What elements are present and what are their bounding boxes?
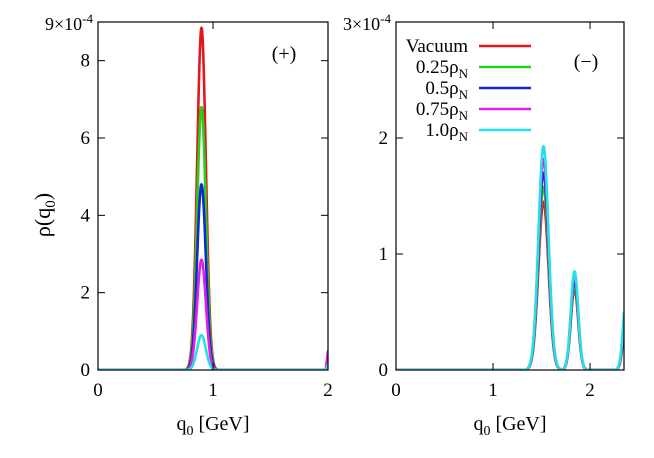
left-series-lines	[98, 26, 328, 370]
legend-label: 1.0ρN	[425, 120, 468, 144]
left-y-tick-label: 2	[81, 283, 91, 304]
right-y-tick-label: 0	[379, 360, 389, 381]
right-x-tick-label: 0	[391, 380, 401, 401]
right-series-line-4	[396, 144, 624, 370]
legend-label: 0.75ρN	[416, 99, 469, 123]
legend-label: Vacuum	[406, 36, 468, 57]
left-panel: 0 1 2 0 2 4 6 8 9×10-4 (+) q0 [GeV]	[45, 11, 333, 439]
right-plot-frame	[395, 21, 625, 371]
left-x-axis-label: q0 [GeV]	[176, 413, 249, 439]
y-axis-label: ρ(q0)	[30, 193, 59, 237]
left-x-tick-label: 1	[208, 380, 218, 401]
left-panel-annotation: (+)	[272, 43, 297, 65]
right-y-multiplier: 3×10-4	[343, 11, 391, 34]
legend-label: 0.25ρN	[416, 57, 469, 81]
left-y-tick-label: 0	[81, 360, 91, 381]
left-ticks: 0 1 2 0 2 4 6 8	[81, 22, 333, 401]
left-series-line-1	[98, 105, 328, 370]
right-y-tick-label: 1	[379, 244, 389, 265]
left-series-line-0	[98, 26, 328, 370]
left-y-tick-label: 6	[81, 128, 91, 149]
left-y-multiplier: 9×10-4	[45, 11, 93, 34]
right-x-axis-label: q0 [GeV]	[473, 413, 546, 439]
right-series-lines	[396, 144, 624, 370]
left-plot-frame	[97, 21, 329, 371]
right-y-tick-label: 2	[379, 128, 389, 149]
right-series-line-1	[396, 185, 624, 370]
right-series-line-0	[396, 200, 624, 370]
right-series-line-3	[396, 157, 624, 370]
legend-label: 0.5ρN	[425, 78, 468, 102]
right-x-tick-label: 1	[488, 380, 498, 401]
left-x-tick-label: 0	[93, 380, 103, 401]
left-y-tick-label: 8	[81, 51, 91, 72]
right-panel-annotation: (−)	[574, 51, 599, 73]
left-series-line-2	[98, 183, 328, 370]
right-x-tick-label: 2	[585, 380, 595, 401]
right-series-line-2	[396, 171, 624, 370]
right-ticks: 0 1 2 0 1 2	[379, 22, 624, 401]
left-y-tick-label: 4	[81, 205, 91, 226]
left-x-tick-label: 2	[323, 380, 333, 401]
